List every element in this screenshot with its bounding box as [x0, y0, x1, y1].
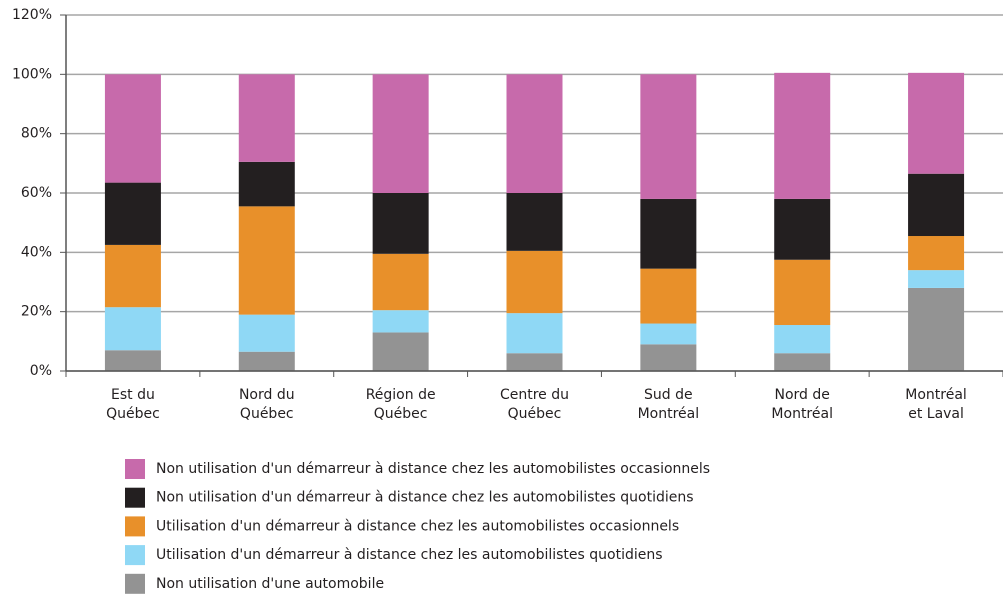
y-tick-label: 100%: [12, 66, 52, 82]
bar-segment: [104, 182, 161, 245]
bar-segment: [372, 310, 429, 333]
bar-segment: [506, 313, 563, 354]
bar-segment: [774, 198, 831, 260]
bar-segment: [238, 161, 295, 207]
bar-segment: [238, 351, 295, 371]
bar-segment: [774, 353, 831, 371]
legend-swatch: [125, 516, 145, 537]
x-tick-label: Montréal et Laval: [905, 387, 967, 422]
bar-segment: [372, 193, 429, 254]
y-tick-label: 120%: [12, 7, 52, 23]
bar-segment: [506, 250, 563, 314]
bar-segment: [774, 72, 831, 199]
y-tick-label: 60%: [21, 185, 52, 201]
bar-segment: [908, 236, 965, 271]
x-tick-label: Sud de Montréal: [637, 387, 700, 422]
legend-label: Non utilisation d'un démarreur à distanc…: [156, 461, 710, 477]
bar-segment: [372, 74, 429, 193]
bar-segment: [640, 198, 697, 269]
legend-label: Non utilisation d'un démarreur à distanc…: [156, 490, 694, 506]
x-tick-label: Nord du Québec: [238, 387, 295, 422]
bar-segment: [238, 74, 295, 162]
bar-segment: [238, 206, 295, 315]
legend-swatch: [125, 573, 145, 594]
y-tick-label: 40%: [21, 244, 52, 260]
bar-segment: [774, 259, 831, 326]
bar-segment: [908, 173, 965, 237]
bar-segment: [506, 74, 563, 193]
bar-segment: [372, 253, 429, 311]
bar-segment: [640, 323, 697, 345]
bar-segment: [908, 270, 965, 288]
bar-segment: [506, 353, 563, 371]
x-tick-label: Centre du Québec: [499, 387, 570, 422]
legend-swatch: [125, 459, 145, 479]
bar-segment: [640, 74, 697, 199]
legend-swatch: [125, 487, 145, 508]
y-tick-label: 80%: [21, 126, 52, 142]
bar-segment: [238, 314, 295, 352]
legend-label: Utilisation d'un démarreur à distance ch…: [156, 547, 663, 563]
bar-segment: [104, 74, 161, 183]
y-tick-label: 20%: [21, 304, 52, 320]
bar-segment: [372, 332, 429, 371]
bar-segment: [640, 268, 697, 324]
bar-segment: [506, 193, 563, 251]
legend-label: Utilisation d'un démarreur à distance ch…: [156, 518, 679, 534]
bar-segment: [104, 350, 161, 371]
bar-segment: [104, 244, 161, 308]
x-tick-label: Est du Québec: [106, 387, 160, 422]
bar-segment: [908, 287, 965, 371]
bar-segment: [908, 72, 965, 174]
bar-segment: [104, 307, 161, 351]
legend-swatch: [125, 545, 145, 566]
bar-segment: [774, 325, 831, 354]
bar-segment: [640, 344, 697, 371]
legend-label: Non utilisation d'une automobile: [156, 576, 384, 592]
y-tick-label: 0%: [30, 363, 52, 379]
x-tick-label: Région de Québec: [365, 387, 436, 422]
x-tick-label: Nord de Montréal: [771, 387, 833, 422]
